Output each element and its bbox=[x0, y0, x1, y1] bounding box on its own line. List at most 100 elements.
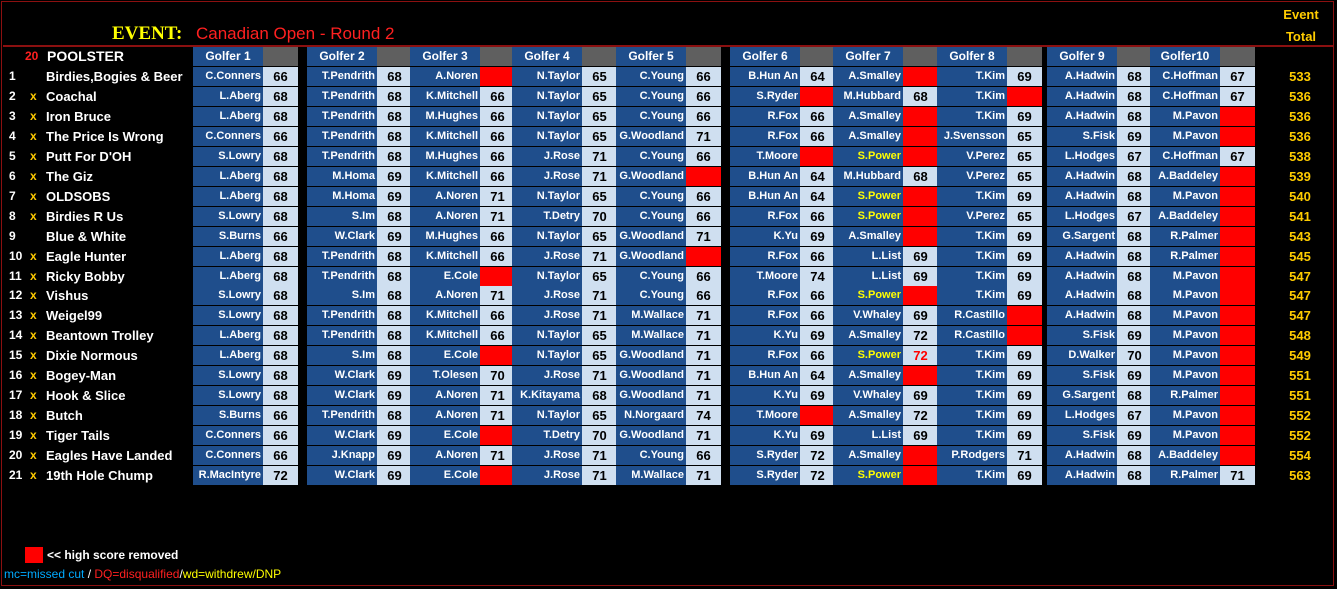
golfer-score: 72 bbox=[903, 406, 938, 426]
golfer-score bbox=[903, 366, 938, 386]
row-rank: 1 bbox=[9, 69, 16, 83]
golfer-name: N.Taylor bbox=[512, 226, 582, 246]
golfer-name: M.Homa bbox=[307, 166, 377, 186]
golfer-header-label: Golfer 4 bbox=[512, 47, 582, 66]
golfer-name: C.Young bbox=[616, 206, 686, 226]
golfer-score: 65 bbox=[582, 86, 617, 106]
row-rank: 21 bbox=[9, 468, 23, 482]
golfer-name: C.Hoffman bbox=[1150, 146, 1220, 166]
golfer-cell: T.Pendrith 68 bbox=[307, 326, 412, 346]
golfer-name: G.Sargent bbox=[1047, 386, 1117, 406]
golfer-cell: A.Hadwin 68 bbox=[1047, 286, 1152, 306]
row-rank: 3 bbox=[9, 108, 16, 123]
golfer-header-label: Golfer 6 bbox=[730, 47, 800, 66]
golfer-cell: A.Hadwin 68 bbox=[1047, 446, 1152, 466]
golfer-name: G.Woodland bbox=[616, 426, 686, 446]
event-total: 536 bbox=[1289, 128, 1311, 144]
golfer-score bbox=[1220, 286, 1255, 306]
golfer-score: 66 bbox=[686, 266, 721, 286]
golfer-score: 68 bbox=[377, 266, 412, 286]
golfer-name: J.Rose bbox=[512, 466, 582, 485]
golfer-name: M.Wallace bbox=[616, 326, 686, 346]
golfer-score: 65 bbox=[1007, 126, 1042, 146]
golfer-score: 65 bbox=[582, 346, 617, 366]
golfer-cell: C.Young 66 bbox=[616, 286, 721, 306]
golfer-score: 66 bbox=[480, 246, 515, 266]
golfer-score bbox=[1220, 426, 1255, 446]
golfer-name: G.Woodland bbox=[616, 346, 686, 366]
golfer-score: 66 bbox=[263, 226, 298, 246]
golfer-name: A.Hadwin bbox=[1047, 166, 1117, 186]
golfer-cell: A.Smalley bbox=[833, 67, 938, 86]
golfer-score: 68 bbox=[263, 366, 298, 386]
golfer-name: T.Kim bbox=[937, 246, 1007, 266]
golfer-score: 71 bbox=[686, 326, 721, 346]
golfer-score bbox=[1220, 386, 1255, 406]
golfer-cell: P.Rodgers 71 bbox=[937, 446, 1042, 466]
golfer-score: 66 bbox=[686, 106, 721, 126]
golfer-cell: A.Smalley bbox=[833, 106, 938, 126]
golfer-cell: A.Hadwin 68 bbox=[1047, 266, 1152, 286]
golfer-cell: S.Im 68 bbox=[307, 206, 412, 226]
golfer-name: A.Hadwin bbox=[1047, 106, 1117, 126]
golfer-score bbox=[480, 346, 515, 366]
golfer-score: 71 bbox=[686, 126, 721, 146]
golfer-name: K.Mitchell bbox=[410, 126, 480, 146]
golfer-name: S.Power bbox=[833, 206, 903, 226]
golfer-cell: V.Whaley 69 bbox=[833, 306, 938, 326]
golfer-cell: J.Rose 71 bbox=[512, 286, 617, 306]
row-rank: 8 bbox=[9, 208, 16, 223]
row-mark: x bbox=[30, 408, 37, 423]
golfer-name: L.Hodges bbox=[1047, 206, 1117, 226]
golfer-score: 66 bbox=[480, 326, 515, 346]
poolster-count: 20 bbox=[25, 49, 39, 63]
golfer-name: R.Fox bbox=[730, 346, 800, 366]
golfer-name: R.Fox bbox=[730, 286, 800, 306]
golfer-header-score-slot bbox=[1007, 47, 1042, 66]
golfer-cell: B.Hun An 64 bbox=[730, 67, 835, 86]
golfer-cell: N.Taylor 65 bbox=[512, 406, 617, 426]
golfer-name: R.Castillo bbox=[937, 306, 1007, 326]
golfer-name: R.MacIntyre bbox=[193, 466, 263, 485]
golfer-cell: N.Taylor 65 bbox=[512, 186, 617, 206]
golfer-score: 70 bbox=[582, 206, 617, 226]
golfer-score: 66 bbox=[800, 106, 835, 126]
golfer-name: A.Baddeley bbox=[1150, 166, 1220, 186]
golfer-name: L.Aberg bbox=[193, 186, 263, 206]
golfer-cell: K.Yu 69 bbox=[730, 326, 835, 346]
golfer-score: 68 bbox=[1117, 306, 1152, 326]
golfer-name: S.Power bbox=[833, 286, 903, 306]
golfer-cell: S.Power 72 bbox=[833, 346, 938, 366]
golfer-score: 68 bbox=[263, 306, 298, 326]
golfer-cell: A.Noren 71 bbox=[410, 286, 515, 306]
golfer-score bbox=[1220, 246, 1255, 266]
golfer-cell: D.Walker 70 bbox=[1047, 346, 1152, 366]
golfer-name: G.Sargent bbox=[1047, 226, 1117, 246]
golfer-cell: T.Moore 74 bbox=[730, 266, 835, 286]
golfer-name: K.Mitchell bbox=[410, 246, 480, 266]
golfer-name: M.Wallace bbox=[616, 306, 686, 326]
golfer-cell: B.Hun An 64 bbox=[730, 166, 835, 186]
golfer-score: 71 bbox=[686, 466, 721, 485]
golfer-name: S.Lowry bbox=[193, 146, 263, 166]
golfer-score: 68 bbox=[1117, 286, 1152, 306]
golfer-cell: C.Conners 66 bbox=[193, 67, 298, 86]
golfer-cell: L.Hodges 67 bbox=[1047, 206, 1152, 226]
golfer-cell: N.Taylor 65 bbox=[512, 67, 617, 86]
golfer-name: N.Taylor bbox=[512, 86, 582, 106]
golfer-score: 71 bbox=[582, 306, 617, 326]
golfer-cell: M.Pavon bbox=[1150, 106, 1255, 126]
golfer-score: 71 bbox=[686, 226, 721, 246]
golfer-score: 71 bbox=[1007, 446, 1042, 466]
golfer-score: 67 bbox=[1117, 146, 1152, 166]
golfer-name: N.Taylor bbox=[512, 406, 582, 426]
golfer-name: T.Pendrith bbox=[307, 126, 377, 146]
row-rank: 12 bbox=[9, 288, 23, 303]
golfer-name: P.Rodgers bbox=[937, 446, 1007, 466]
golfer-name: S.Im bbox=[307, 206, 377, 226]
golfer-cell: A.Noren 71 bbox=[410, 386, 515, 406]
golfer-name: K.Yu bbox=[730, 226, 800, 246]
event-total-header-line1: Event bbox=[1283, 7, 1319, 22]
golfer-score: 65 bbox=[582, 266, 617, 286]
golfer-name: T.Pendrith bbox=[307, 106, 377, 126]
